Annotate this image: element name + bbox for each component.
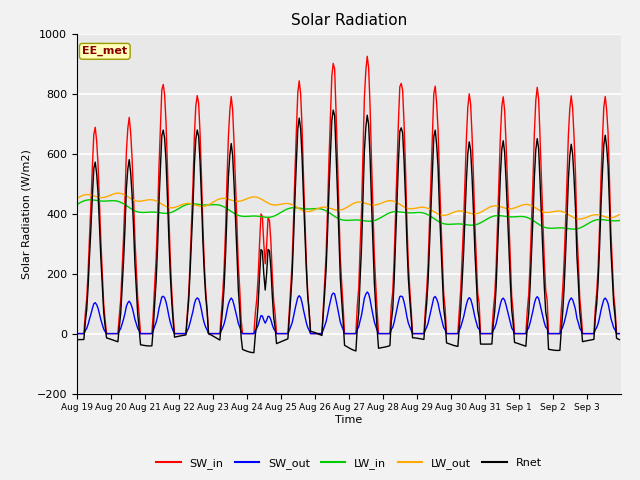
Legend: SW_in, SW_out, LW_in, LW_out, Rnet: SW_in, SW_out, LW_in, LW_out, Rnet bbox=[152, 453, 546, 473]
Y-axis label: Solar Radiation (W/m2): Solar Radiation (W/m2) bbox=[21, 149, 31, 278]
Title: Solar Radiation: Solar Radiation bbox=[291, 13, 407, 28]
X-axis label: Time: Time bbox=[335, 415, 362, 425]
Text: EE_met: EE_met bbox=[82, 46, 127, 57]
